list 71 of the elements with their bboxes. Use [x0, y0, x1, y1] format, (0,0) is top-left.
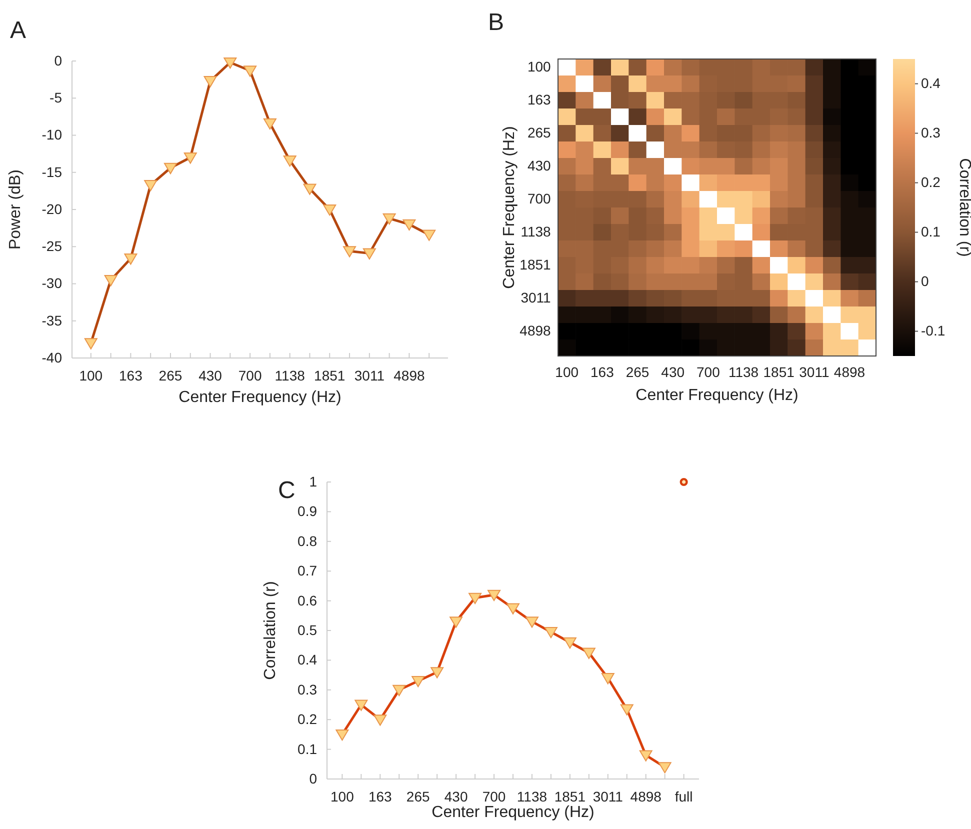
x-tick-label: 430 — [198, 368, 222, 384]
y-tick-label: 0.3 — [298, 681, 318, 698]
x-axis-title: Center Frequency (Hz) — [178, 389, 342, 406]
y-tick-label: 0 — [54, 52, 62, 68]
y-tick-label: 0.6 — [298, 592, 318, 608]
chart-title: B — [488, 9, 504, 36]
x-tick-label: full — [674, 788, 693, 805]
x-tick-label: 1851 — [763, 364, 795, 380]
y-tick-label: 0.7 — [298, 562, 318, 579]
x-tick-label: 3011 — [592, 788, 624, 805]
x-tick-label: 700 — [696, 364, 720, 380]
y-tick-label: 1 — [309, 473, 318, 490]
chart-title: A — [10, 17, 26, 44]
y-tick-label: 1851 — [520, 256, 551, 273]
y-tick-label: -30 — [42, 275, 62, 292]
x-tick-label: 163 — [368, 788, 392, 805]
y-tick-label: -5 — [50, 90, 62, 106]
x-tick-label: 100 — [330, 788, 354, 805]
y-tick-label: 700 — [527, 190, 552, 207]
x-tick-label: 700 — [238, 368, 262, 384]
chart-title: C — [278, 477, 296, 504]
y-tick-label: 3011 — [520, 290, 552, 306]
x-axis-title: Center Frequency (Hz) — [636, 387, 798, 404]
x-tick-label: 163 — [590, 364, 614, 380]
y-tick-label: 0.5 — [298, 622, 318, 638]
x-axis-title: Center Frequency (Hz) — [432, 804, 594, 821]
y-tick-label: -40 — [42, 349, 62, 366]
color-bar-label: -0.1 — [921, 322, 946, 339]
y-tick-label: -10 — [42, 126, 62, 143]
x-tick-label: 4898 — [834, 364, 866, 380]
y-tick-label: 4898 — [520, 322, 551, 339]
color-bar-label: 0.4 — [921, 75, 941, 92]
y-tick-label: 0 — [309, 770, 318, 786]
x-tick-label: 4898 — [630, 788, 662, 805]
y-tick-label: 430 — [527, 158, 552, 174]
y-tick-label: 0.9 — [298, 503, 318, 520]
x-tick-label: 3011 — [354, 368, 385, 384]
x-tick-label: 100 — [79, 368, 103, 384]
x-tick-label: 100 — [555, 364, 579, 380]
color-bar-label: 0.1 — [921, 224, 941, 240]
y-axis-title: Correlation (r) — [262, 581, 279, 680]
color-bar-label: 0 — [921, 273, 929, 290]
x-tick-label: 4898 — [394, 368, 425, 384]
x-tick-label: 1138 — [728, 364, 759, 380]
y-axis-title: Center Frequency (Hz) — [501, 126, 518, 289]
y-tick-label: 265 — [527, 124, 552, 141]
y-axis-title: Power (dB) — [7, 169, 24, 250]
y-tick-label: 0.8 — [298, 532, 318, 549]
y-tick-label: -20 — [42, 200, 62, 217]
y-tick-label: -25 — [42, 238, 62, 254]
point — [680, 478, 688, 486]
x-tick-label: 1851 — [554, 788, 586, 805]
color-bar-label: 0.2 — [921, 174, 941, 190]
x-tick-label: 3011 — [799, 364, 830, 380]
x-tick-label: 1138 — [274, 368, 306, 384]
y-tick-label: 0.2 — [298, 711, 318, 728]
x-tick-label: 265 — [626, 364, 650, 380]
x-tick-label: 700 — [482, 788, 506, 805]
y-tick-label: 100 — [527, 58, 552, 75]
x-tick-label: 430 — [661, 364, 685, 380]
x-tick-label: 265 — [158, 368, 182, 384]
x-tick-label: 163 — [119, 368, 143, 384]
y-tick-label: 163 — [527, 92, 552, 108]
y-tick-label: 0.1 — [298, 740, 318, 757]
y-tick-label: 1138 — [520, 224, 552, 240]
x-tick-label: 430 — [444, 788, 468, 805]
y-tick-label: 0.4 — [298, 652, 318, 668]
y-tick-label: -15 — [42, 164, 62, 180]
x-tick-label: 265 — [406, 788, 430, 805]
y-tick-label: -35 — [42, 312, 62, 328]
color-bar-label: 0.3 — [921, 124, 941, 141]
